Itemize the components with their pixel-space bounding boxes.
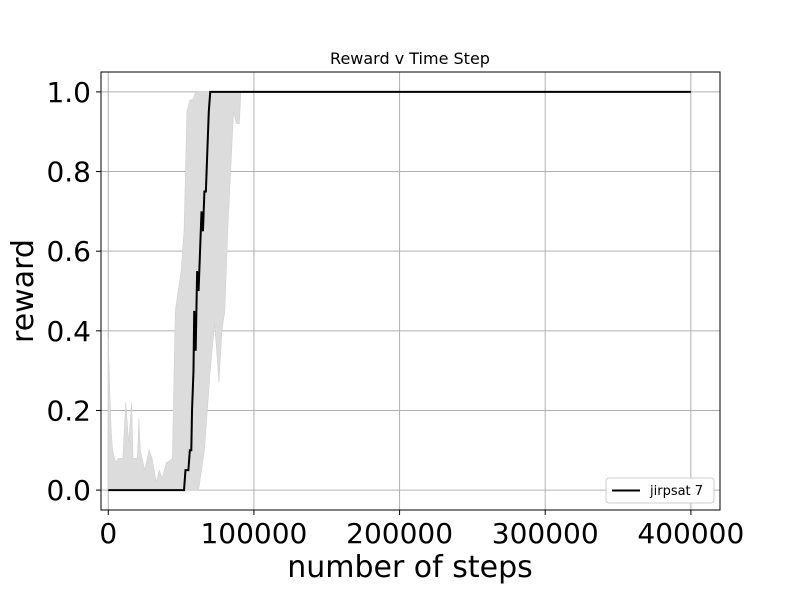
y-tick-label: 0.4: [46, 315, 91, 348]
legend-label: jirpsat 7: [649, 484, 703, 499]
plot-frame: [100, 71, 721, 511]
y-axis-ticks: 0.0 0.2 0.4 0.6 0.8 1.0: [46, 76, 101, 507]
legend-box: [605, 477, 715, 504]
x-tick-label: 0: [99, 517, 117, 550]
x-tick-label: 300000: [492, 517, 599, 550]
series-line-jirpsat-7: [108, 90, 691, 492]
y-axis-label: reward: [6, 239, 41, 343]
legend: jirpsat 7: [605, 477, 715, 504]
x-tick-label: 200000: [346, 517, 453, 550]
x-tick-label: 400000: [637, 517, 744, 550]
x-axis-label: number of steps: [287, 550, 533, 585]
y-tick-label: 0.2: [46, 394, 91, 427]
y-tick-label: 1.0: [46, 76, 91, 109]
x-tick-label: 100000: [200, 517, 307, 550]
chart-title: Reward v Time Step: [330, 49, 490, 68]
y-tick-label: 0.8: [46, 156, 91, 189]
y-tick-label: 0.0: [46, 474, 91, 507]
y-tick-label: 0.6: [46, 235, 91, 268]
x-axis-ticks: 0 100000 200000 300000 400000: [99, 510, 744, 550]
